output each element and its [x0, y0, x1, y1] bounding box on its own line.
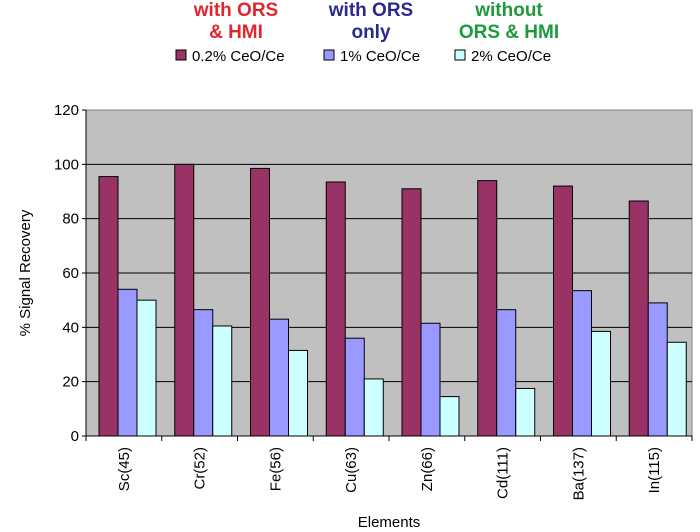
x-tick-label: Cr(52) — [192, 447, 209, 490]
bar-cd111-series-1 — [477, 180, 498, 437]
header-without-ors-hmi-line2: ORS & HMI — [459, 22, 559, 43]
chart-header: with ORS & HMI with ORS only without ORS… — [193, 0, 559, 43]
bar-cu63-series-3 — [363, 378, 384, 437]
bar-fe56-series-1 — [250, 167, 270, 437]
header-with-ors-only-line1: with ORS — [328, 0, 413, 21]
y-axis-title: % Signal Recovery — [17, 209, 34, 336]
y-tick-label: 40 — [62, 319, 79, 336]
bar-zn66-series-2 — [420, 322, 441, 437]
bar-cr52-series-2 — [193, 309, 214, 437]
bars — [98, 163, 687, 437]
header-without-ors-hmi-line1: without — [474, 0, 543, 21]
bar-in115-series-3 — [666, 341, 687, 437]
bar-cu63-series-1 — [325, 181, 346, 437]
y-tick-label: 20 — [62, 374, 79, 391]
y-tick-label: 100 — [54, 156, 79, 173]
legend-label-series-2: 1% CeO/Ce — [340, 48, 420, 65]
bar-ba137-series-2 — [572, 290, 592, 437]
x-tick-label: Cu(63) — [343, 447, 360, 493]
legend-swatch-series-2 — [323, 49, 335, 61]
bar-ba137-series-3 — [591, 330, 611, 437]
legend-label-series-1: 0.2% CeO/Ce — [192, 48, 285, 65]
bar-cr52-series-1 — [174, 163, 195, 437]
legend: 0.2% CeO/Ce 1% CeO/Ce 2% CeO/Ce — [175, 48, 551, 65]
x-tick-label: Sc(45) — [116, 447, 133, 491]
bar-sc45-series-1 — [98, 176, 119, 437]
header-with-ors-hmi-line2: & HMI — [209, 22, 263, 43]
x-tick-label: In(115) — [646, 447, 663, 493]
bar-fe56-series-3 — [288, 349, 308, 437]
bar-zn66-series-3 — [439, 396, 460, 437]
x-tick-label: Zn(66) — [419, 447, 436, 491]
legend-swatch-series-1 — [175, 49, 187, 61]
y-tick-label: 80 — [62, 211, 79, 228]
x-tick-label: Ba(137) — [570, 447, 587, 500]
bar-ba137-series-1 — [553, 185, 573, 437]
x-tick-labels: Sc(45) Cr(52) Fe(56) Cu(63) Zn(66) Cd(111) Ba(… — [116, 447, 663, 500]
bar-cr52-series-3 — [212, 325, 233, 437]
header-with-ors-hmi-line1: with ORS — [193, 0, 278, 21]
y-tick-label: 0 — [71, 428, 79, 445]
bar-sc45-series-3 — [136, 299, 157, 437]
bar-fe56-series-2 — [269, 318, 289, 437]
x-axis-title: Elements — [358, 514, 421, 531]
bar-in115-series-1 — [628, 200, 649, 437]
x-tick-label: Cd(111) — [495, 447, 512, 499]
bar-cd111-series-3 — [515, 387, 536, 437]
bar-zn66-series-1 — [401, 188, 422, 437]
bar-cu63-series-2 — [344, 337, 365, 437]
y-tick-labels: 0 20 40 60 80 100 120 — [54, 102, 86, 445]
legend-label-series-3: 2% CeO/Ce — [471, 48, 551, 65]
header-with-ors-only-line2: only — [351, 22, 390, 43]
legend-swatch-series-3 — [454, 49, 466, 61]
bar-cd111-series-2 — [496, 309, 517, 437]
x-tick-label: Fe(56) — [267, 447, 284, 491]
bar-sc45-series-2 — [117, 288, 138, 437]
bar-in115-series-2 — [647, 302, 668, 437]
y-tick-label: 120 — [54, 102, 79, 119]
y-tick-label: 60 — [62, 265, 79, 282]
